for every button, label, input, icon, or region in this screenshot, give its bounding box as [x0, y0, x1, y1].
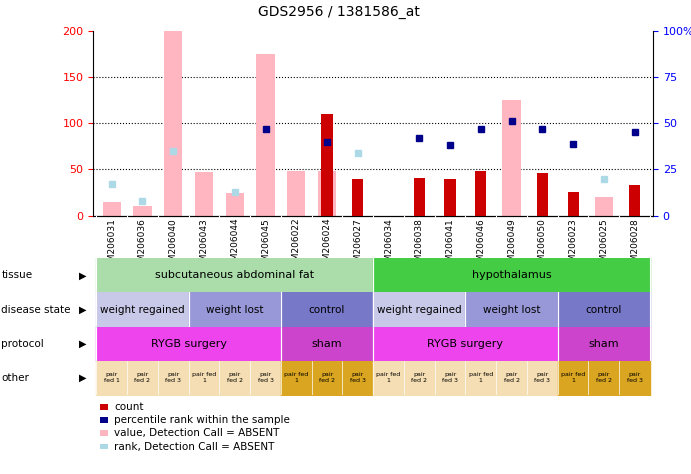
Text: GSM206031: GSM206031	[107, 218, 116, 273]
Text: GSM206034: GSM206034	[384, 218, 393, 273]
Text: GSM206050: GSM206050	[538, 218, 547, 273]
Text: pair
fed 2: pair fed 2	[319, 373, 335, 383]
Bar	[444, 179, 455, 216]
Text: disease state: disease state	[1, 304, 71, 315]
Bar	[287, 171, 305, 216]
Bar	[318, 171, 337, 216]
Text: pair
fed 2: pair fed 2	[504, 373, 520, 383]
Text: pair
fed 2: pair fed 2	[411, 373, 427, 383]
Bar	[537, 173, 548, 216]
Bar	[594, 197, 613, 216]
Text: GSM206028: GSM206028	[630, 218, 639, 273]
Bar	[321, 114, 332, 216]
Text: GSM206041: GSM206041	[446, 218, 455, 273]
Text: GSM206024: GSM206024	[323, 218, 332, 273]
Bar	[164, 31, 182, 216]
Text: pair fed
1: pair fed 1	[468, 373, 493, 383]
Text: weight regained: weight regained	[377, 304, 462, 315]
Text: pair fed
1: pair fed 1	[284, 373, 308, 383]
Text: pair fed
1: pair fed 1	[561, 373, 585, 383]
Text: ▶: ▶	[79, 270, 86, 281]
Text: GSM206049: GSM206049	[507, 218, 516, 273]
Text: weight lost: weight lost	[483, 304, 540, 315]
Text: weight regained: weight regained	[100, 304, 184, 315]
Text: pair fed
1: pair fed 1	[377, 373, 401, 383]
Text: GSM206027: GSM206027	[353, 218, 362, 273]
Bar	[225, 192, 244, 216]
Text: ▶: ▶	[79, 304, 86, 315]
Text: subcutaneous abdominal fat: subcutaneous abdominal fat	[155, 270, 314, 281]
Text: GSM206043: GSM206043	[200, 218, 209, 273]
Text: pair
fed 3: pair fed 3	[534, 373, 550, 383]
Text: pair fed
1: pair fed 1	[192, 373, 216, 383]
Text: sham: sham	[312, 338, 342, 349]
Text: count: count	[114, 401, 144, 412]
Text: RYGB surgery: RYGB surgery	[428, 338, 504, 349]
Bar	[256, 54, 275, 216]
Text: value, Detection Call = ABSENT: value, Detection Call = ABSENT	[114, 428, 279, 438]
Text: sham: sham	[589, 338, 619, 349]
Text: GSM206023: GSM206023	[569, 218, 578, 273]
Text: GDS2956 / 1381586_at: GDS2956 / 1381586_at	[258, 5, 419, 19]
Bar	[195, 172, 214, 216]
Bar	[352, 179, 363, 216]
Text: RYGB surgery: RYGB surgery	[151, 338, 227, 349]
Text: GSM206036: GSM206036	[138, 218, 147, 273]
Text: rank, Detection Call = ABSENT: rank, Detection Call = ABSENT	[114, 441, 274, 452]
Text: GSM206044: GSM206044	[230, 218, 239, 273]
Text: other: other	[1, 373, 29, 383]
Text: pair
fed 2: pair fed 2	[596, 373, 612, 383]
Bar	[102, 202, 121, 216]
Text: percentile rank within the sample: percentile rank within the sample	[114, 415, 290, 425]
Text: pair
fed 3: pair fed 3	[627, 373, 643, 383]
Text: GSM206045: GSM206045	[261, 218, 270, 273]
Text: GSM206046: GSM206046	[476, 218, 485, 273]
Text: pair
fed 2: pair fed 2	[227, 373, 243, 383]
Text: pair
fed 3: pair fed 3	[350, 373, 366, 383]
Text: GSM206022: GSM206022	[292, 218, 301, 273]
Text: hypothalamus: hypothalamus	[472, 270, 551, 281]
Text: control: control	[309, 304, 346, 315]
Text: pair
fed 3: pair fed 3	[442, 373, 458, 383]
Text: GSM206025: GSM206025	[599, 218, 608, 273]
Bar	[629, 185, 640, 216]
Bar	[475, 171, 486, 216]
Text: pair
fed 2: pair fed 2	[135, 373, 151, 383]
Text: ▶: ▶	[79, 373, 86, 383]
Bar	[133, 207, 152, 216]
Bar	[567, 191, 578, 216]
Text: protocol: protocol	[1, 338, 44, 349]
Text: pair
fed 1: pair fed 1	[104, 373, 120, 383]
Text: GSM206040: GSM206040	[169, 218, 178, 273]
Text: tissue: tissue	[1, 270, 32, 281]
Text: control: control	[585, 304, 622, 315]
Text: ▶: ▶	[79, 338, 86, 349]
Text: GSM206038: GSM206038	[415, 218, 424, 273]
Text: pair
fed 3: pair fed 3	[258, 373, 274, 383]
Text: weight lost: weight lost	[206, 304, 263, 315]
Bar	[414, 178, 425, 216]
Bar	[502, 100, 521, 216]
Text: pair
fed 3: pair fed 3	[165, 373, 181, 383]
